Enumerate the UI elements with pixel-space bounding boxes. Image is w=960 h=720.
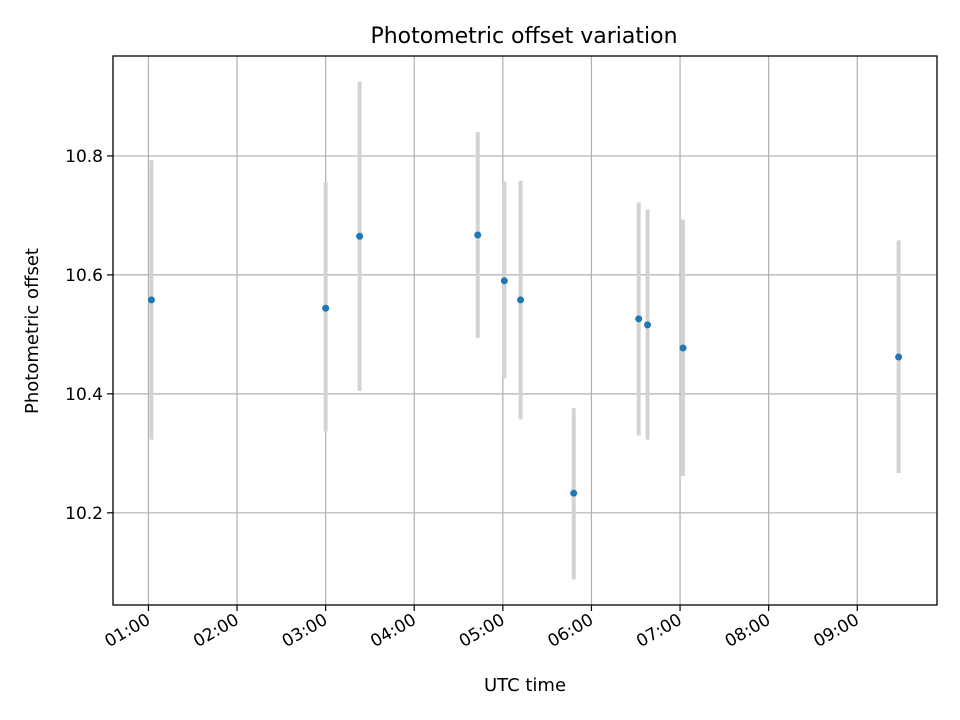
data-point xyxy=(570,489,578,497)
x-tick-label: 01:00 xyxy=(102,610,154,652)
data-point xyxy=(322,304,330,312)
y-tick-label: 10.4 xyxy=(65,385,103,405)
y-axis-ticks: 10.2 10.4 10.6 10.8 xyxy=(65,147,113,524)
data-points xyxy=(147,231,903,497)
y-axis-label: Photometric offset xyxy=(22,248,43,414)
data-point xyxy=(474,231,482,239)
x-tick-label: 02:00 xyxy=(190,610,242,652)
x-tick-label: 06:00 xyxy=(545,610,597,652)
data-point xyxy=(517,296,525,304)
data-point xyxy=(679,344,687,352)
x-tick-label: 09:00 xyxy=(810,610,862,652)
x-tick-label: 07:00 xyxy=(633,610,685,652)
data-point xyxy=(356,232,364,240)
y-tick-label: 10.2 xyxy=(65,504,103,524)
chart-title: Photometric offset variation xyxy=(370,24,677,49)
x-axis-label: UTC time xyxy=(484,675,566,696)
data-point xyxy=(635,315,643,323)
data-point xyxy=(895,353,903,361)
x-tick-label: 03:00 xyxy=(279,610,331,652)
data-point xyxy=(500,277,508,285)
data-point xyxy=(644,321,652,329)
x-tick-label: 04:00 xyxy=(367,610,419,652)
grid-lines xyxy=(113,56,937,605)
data-point xyxy=(147,296,155,304)
x-axis-ticks: 01:00 02:00 03:00 04:00 05:00 06:00 07:00 08:00… xyxy=(102,605,863,652)
y-tick-label: 10.8 xyxy=(65,147,103,167)
plot-frame xyxy=(112,55,938,606)
x-tick-label: 08:00 xyxy=(722,610,774,652)
y-tick-label: 10.6 xyxy=(65,266,103,286)
x-tick-label: 05:00 xyxy=(456,610,508,652)
